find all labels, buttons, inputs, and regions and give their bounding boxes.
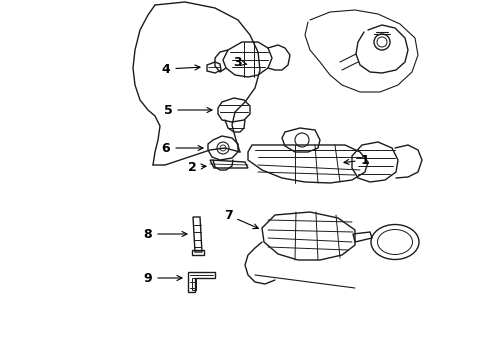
Text: 8: 8 [144, 228, 187, 240]
Text: 2: 2 [188, 161, 206, 174]
Text: 5: 5 [164, 104, 212, 117]
Text: 7: 7 [223, 208, 258, 229]
Text: 6: 6 [162, 141, 203, 154]
Text: 3: 3 [233, 55, 247, 68]
Text: 9: 9 [144, 271, 182, 284]
Text: 1: 1 [344, 153, 369, 166]
Text: 4: 4 [162, 63, 200, 76]
